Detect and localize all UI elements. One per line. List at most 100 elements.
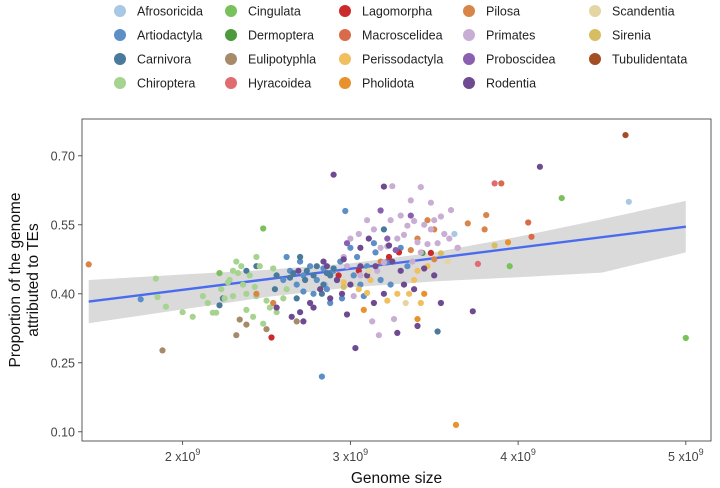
data-point: [525, 219, 532, 226]
series-pholidota: [360, 239, 512, 428]
legend-swatch-cingulata: [225, 5, 237, 17]
legend-label-proboscidea: Proboscidea: [486, 53, 556, 67]
data-point: [350, 272, 357, 279]
data-point: [446, 235, 453, 242]
data-point: [372, 263, 379, 270]
data-point: [444, 258, 451, 265]
data-point: [313, 263, 320, 270]
data-point: [137, 296, 144, 303]
data-point: [452, 421, 460, 428]
data-point: [498, 180, 505, 187]
data-point: [421, 290, 428, 297]
data-point: [243, 267, 250, 274]
data-point: [179, 309, 186, 316]
legend-label-lagomorpha: Lagomorpha: [362, 5, 432, 19]
data-point: [290, 270, 297, 277]
data-point: [407, 212, 414, 219]
data-point: [268, 334, 275, 341]
data-point: [318, 373, 325, 380]
data-point: [253, 253, 260, 261]
series-scandentia: [365, 258, 451, 307]
data-point: [355, 286, 362, 293]
data-point: [528, 233, 535, 240]
data-point: [409, 258, 416, 265]
data-point: [283, 253, 290, 261]
data-point: [414, 239, 421, 246]
data-point: [375, 332, 382, 339]
data-point: [340, 279, 347, 286]
data-point: [260, 225, 267, 232]
series-hyracoidea: [474, 180, 498, 267]
legend-label-sirenia: Sirenia: [612, 29, 651, 43]
legend-item-chiroptera: Chiroptera: [114, 77, 195, 91]
data-point: [236, 316, 243, 323]
data-point: [152, 275, 159, 282]
data-point: [229, 293, 237, 300]
data-point: [350, 293, 357, 300]
data-point: [327, 299, 334, 307]
data-point: [233, 258, 240, 265]
legend-label-cingulata: Cingulata: [248, 5, 301, 19]
data-point: [330, 171, 337, 178]
x-tick-label: 2 x109: [165, 447, 201, 464]
data-point: [392, 247, 399, 254]
data-point: [297, 309, 304, 316]
data-point: [286, 274, 294, 281]
data-point: [213, 309, 220, 316]
legend-label-carnivora: Carnivora: [137, 53, 191, 67]
data-point: [320, 281, 327, 288]
data-point: [390, 316, 398, 323]
data-point: [369, 318, 376, 325]
data-point: [397, 212, 404, 219]
series-artiodactyla: [137, 207, 411, 380]
data-point: [253, 290, 260, 297]
data-point: [300, 288, 307, 295]
data-point: [622, 132, 629, 139]
data-point: [300, 318, 307, 325]
data-point: [243, 290, 250, 297]
legend-label-scandentia: Scandentia: [612, 5, 675, 19]
data-point: [367, 276, 374, 284]
data-point: [389, 183, 396, 190]
legend-swatch-pilosa: [463, 5, 475, 17]
legend-item-tubulidentata: Tubulidentata: [589, 53, 687, 67]
y-axis: 0.10 0.25 0.40 0.55 0.70: [51, 149, 82, 439]
data-point: [260, 320, 267, 327]
legend-label-afrosoricida: Afrosoricida: [137, 5, 203, 19]
data-point: [625, 198, 632, 205]
legend-swatch-primates: [463, 29, 475, 41]
legend-item-lagomorpha: Lagomorpha: [339, 5, 432, 19]
data-point: [327, 295, 334, 302]
data-point: [273, 304, 280, 311]
legend-label-artiodactyla: Artiodactyla: [137, 29, 202, 43]
data-point: [216, 302, 223, 309]
data-point: [387, 217, 394, 224]
data-point: [270, 299, 277, 307]
series-macroscelidea: [498, 180, 535, 240]
legend-swatch-tubulidentata: [589, 53, 601, 65]
data-point: [380, 226, 387, 233]
data-point: [263, 326, 270, 333]
data-point: [256, 263, 263, 270]
data-point: [365, 267, 372, 274]
data-point: [424, 217, 431, 224]
data-point: [377, 207, 384, 214]
data-point: [427, 226, 434, 233]
data-point: [394, 235, 401, 242]
data-point: [411, 276, 418, 284]
data-point: [357, 244, 364, 251]
data-point: [338, 290, 346, 297]
legend-item-pilosa: Pilosa: [463, 5, 520, 19]
data-point: [434, 240, 441, 247]
data-point: [437, 250, 444, 257]
legend-swatch-proboscidea: [463, 53, 475, 65]
data-point: [491, 180, 498, 187]
data-point: [406, 290, 413, 297]
x-axis: 2 x109 3 x109 4 x109 5 x109: [165, 441, 704, 464]
series-cingulata: [216, 195, 689, 342]
data-point: [380, 290, 387, 297]
legend-label-chiroptera: Chiroptera: [137, 77, 195, 91]
data-point: [354, 253, 361, 261]
legend-swatch-rodentia: [463, 77, 475, 89]
data-point: [682, 334, 689, 342]
